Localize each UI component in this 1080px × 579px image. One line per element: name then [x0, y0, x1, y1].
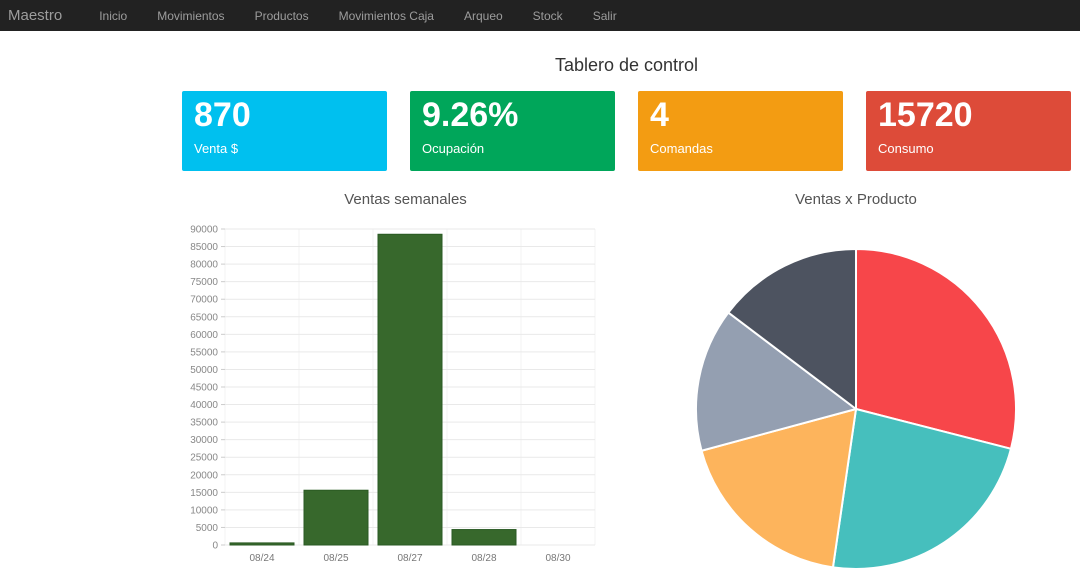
svg-text:35000: 35000 — [190, 418, 218, 429]
svg-text:08/30: 08/30 — [545, 553, 570, 564]
nav-item-inicio[interactable]: Inicio — [99, 8, 128, 23]
svg-text:90000: 90000 — [190, 225, 218, 236]
svg-text:70000: 70000 — [190, 295, 218, 306]
svg-text:0: 0 — [212, 541, 218, 552]
kpi-label: Consumo — [878, 141, 934, 156]
svg-text:08/27: 08/27 — [397, 553, 422, 564]
nav-item-salir[interactable]: Salir — [592, 8, 617, 23]
kpi-label: Venta $ — [194, 141, 239, 156]
svg-text:80000: 80000 — [190, 260, 218, 271]
kpi-card-venta: 870 Venta $ — [182, 91, 387, 171]
navbar: Maestro Inicio Movimientos Productos Mov… — [0, 0, 1080, 31]
svg-text:50000: 50000 — [190, 365, 218, 376]
kpi-value: 870 — [194, 96, 251, 134]
kpi-card-consumo: 15720 Consumo — [866, 91, 1071, 171]
kpi-value: 15720 — [878, 96, 973, 134]
bar-chart-title: Ventas semanales — [344, 191, 467, 208]
kpi-cards-row: 870 Venta $ 9.26% Ocupación 4 Comandas 1… — [182, 91, 1071, 171]
dashboard-content: Tablero de control 870 Venta $ 9.26% Ocu… — [182, 31, 1071, 579]
svg-text:85000: 85000 — [190, 242, 218, 253]
svg-text:15000: 15000 — [190, 488, 218, 499]
bar-chart-svg: 0 5000 10000 15000 20000 25000 30000 35000 40000… — [190, 225, 596, 564]
kpi-card-comandas: 4 Comandas — [638, 91, 843, 171]
kpi-value: 4 — [650, 96, 669, 134]
svg-text:60000: 60000 — [190, 330, 218, 341]
bar-chart-panel: Ventas semanales 0 5000 10000 15000 20000 250… — [182, 191, 626, 579]
svg-text:08/25: 08/25 — [323, 553, 348, 564]
kpi-label: Ocupación — [422, 141, 485, 156]
svg-text:45000: 45000 — [190, 383, 218, 394]
nav-item-movimientos-caja[interactable]: Movimientos Caja — [338, 8, 434, 23]
nav-item-arqueo[interactable]: Arqueo — [463, 8, 503, 23]
svg-text:75000: 75000 — [190, 277, 218, 288]
main-nav: Inicio Movimientos Productos Movimientos… — [84, 9, 632, 23]
svg-text:25000: 25000 — [190, 453, 218, 464]
svg-text:65000: 65000 — [190, 312, 218, 323]
svg-text:08/28: 08/28 — [471, 553, 496, 564]
svg-text:5000: 5000 — [196, 523, 219, 534]
kpi-card-ocupacion: 9.26% Ocupación — [410, 91, 615, 171]
brand-link[interactable]: Maestro — [8, 7, 63, 24]
nav-item-productos[interactable]: Productos — [254, 8, 309, 23]
pie-chart-svg — [695, 248, 1017, 570]
nav-item-movimientos[interactable]: Movimientos — [157, 8, 225, 23]
svg-text:40000: 40000 — [190, 400, 218, 411]
charts-section: Ventas semanales 0 5000 10000 15000 20000 250… — [182, 191, 1071, 579]
kpi-value: 9.26% — [422, 96, 519, 134]
svg-text:20000: 20000 — [190, 470, 218, 481]
nav-item-stock[interactable]: Stock — [532, 8, 563, 23]
svg-text:55000: 55000 — [190, 347, 218, 358]
kpi-label: Comandas — [650, 141, 713, 156]
page-title: Tablero de control — [554, 55, 699, 75]
svg-text:08/24: 08/24 — [249, 553, 274, 564]
svg-text:30000: 30000 — [190, 435, 218, 446]
pie-chart-panel: Ventas x Producto — [626, 191, 1071, 579]
svg-text:10000: 10000 — [190, 505, 218, 516]
pie-chart-title: Ventas x Producto — [795, 191, 917, 208]
